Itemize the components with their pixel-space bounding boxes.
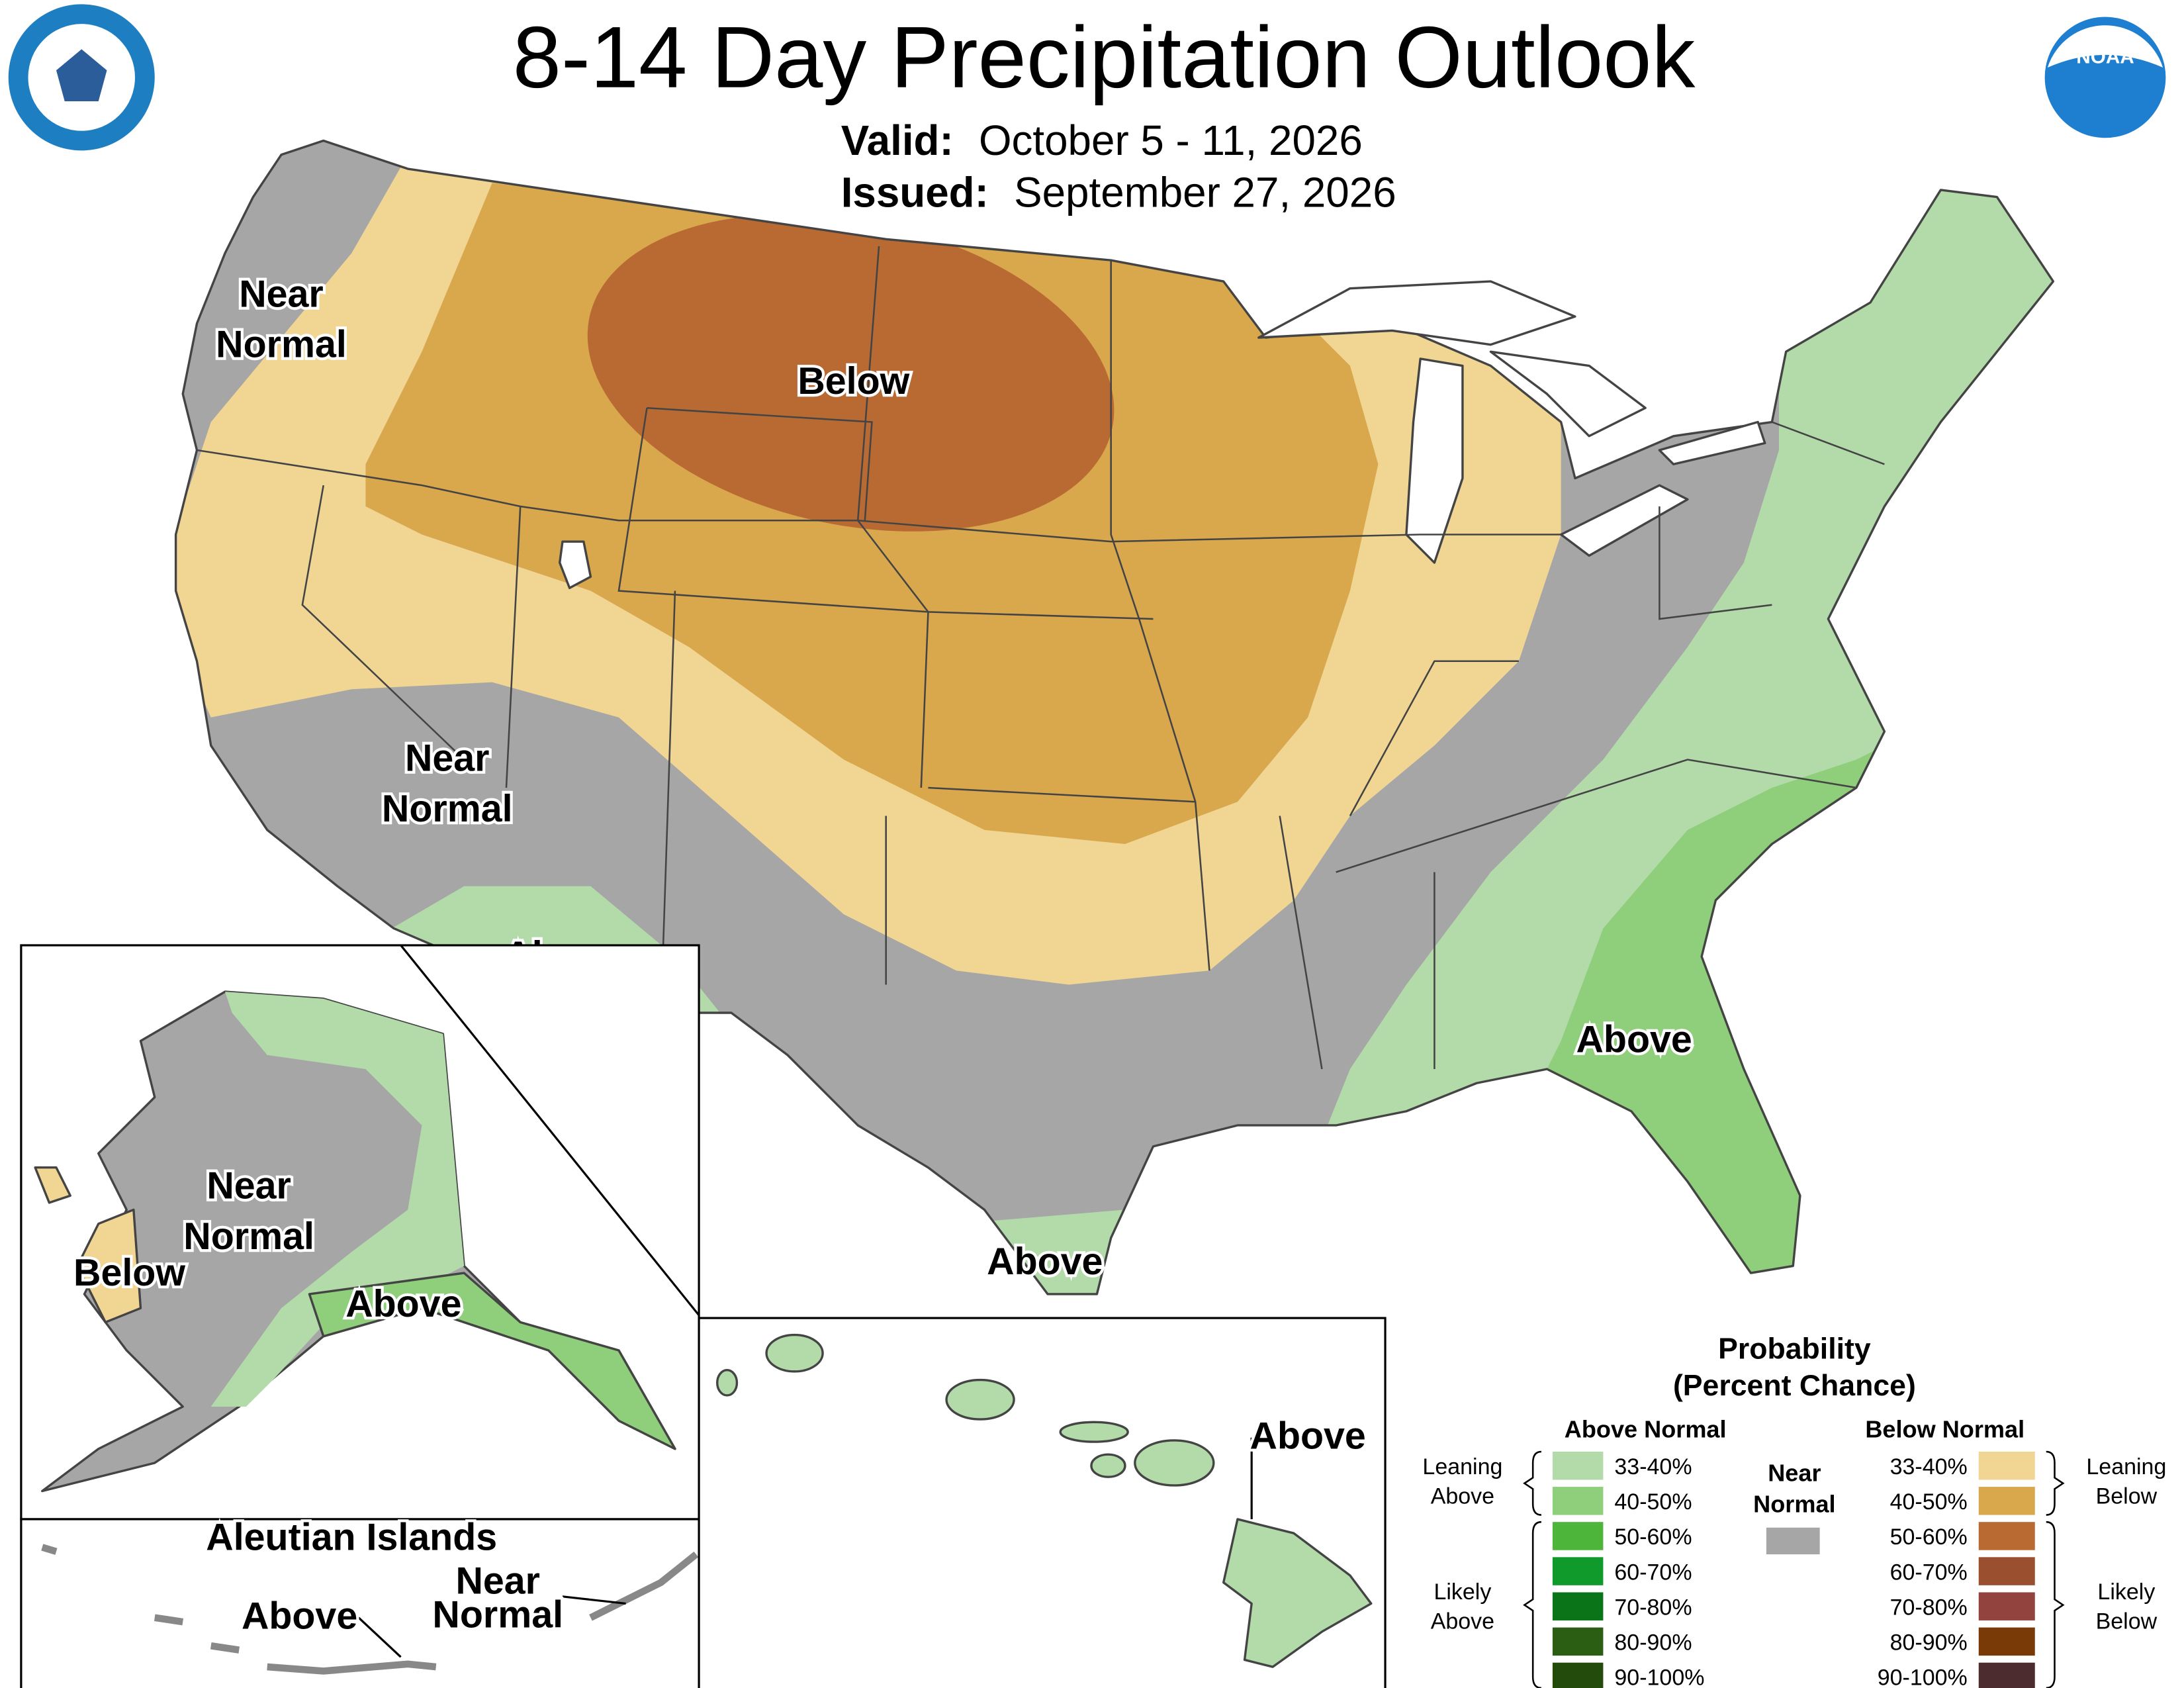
svg-text:NOAA: NOAA [2076,46,2134,68]
legend-bracket-label: Below [2096,1484,2158,1509]
region-below-50 [587,214,1115,532]
legend-range: 33-40% [1890,1454,1968,1479]
legend-bracket-label: Below [2096,1609,2158,1634]
legend-swatch [1552,1451,1604,1480]
great-lakes [559,280,1766,589]
legend-swatch [1978,1557,2035,1585]
region-label: Near Normal [183,1164,314,1257]
region-label: Aleutian Islands [206,1517,497,1559]
title: 8-14 Day Precipitation Outlook [513,9,1696,106]
region-label-line: Below [797,360,909,402]
legend-bracket [2046,1450,2065,1516]
legend-swatch [1978,1487,2035,1515]
region-label: Below [797,360,909,402]
region-label-line: Above [1576,1018,1692,1060]
legend-range: 50-60% [1614,1524,1692,1550]
legend-range: 80-90% [1614,1630,1692,1656]
issued-label: Issued: [841,168,989,216]
region-label-line: Below [73,1252,185,1294]
region-label: Near Normal [382,737,513,830]
legend: Probability (Percent Chance) Above Normal B… [1422,1333,2166,1688]
legend-near-label: Near [1768,1460,1821,1487]
legend-range: 60-70% [1614,1560,1692,1585]
legend-swatch [1552,1662,1604,1688]
region-label-line: Above [987,1241,1103,1283]
region-label: Above [242,1595,357,1638]
region-label: Above [345,1283,461,1325]
region-label-line: Near [405,737,490,780]
region-label-line: Above [1250,1415,1366,1458]
legend-range: 60-70% [1890,1560,1968,1585]
legend-swatch [1552,1557,1604,1585]
legend-range: 70-80% [1890,1595,1968,1620]
region-label-line: Above [345,1283,461,1325]
region-label: Above [1576,1018,1692,1060]
region-label-line: Normal [183,1215,314,1258]
legend-heading: Below Normal [1865,1416,2025,1443]
region-label-line: Near [206,1164,291,1207]
region-label-line: Near [455,1560,540,1603]
region-label-line: Normal [216,324,347,366]
legend-bracket-label: Likely [2097,1579,2155,1605]
region-label-line: Near [239,273,324,315]
issued-value: September 27, 2026 [1014,168,1396,216]
legend-swatch [1552,1522,1604,1550]
legend-swatch [1978,1627,2035,1656]
legend-title: Probability [1718,1333,1871,1366]
legend-range: 90-100% [1878,1665,1968,1688]
region-label: Above [987,1241,1103,1283]
legend-swatch [1978,1522,2035,1550]
legend-bracket-label: Above [1431,1609,1494,1634]
legend-range: 40-50% [1614,1489,1692,1515]
legend-bracket-label: Above [1431,1484,1494,1509]
legend-heading: Above Normal [1565,1416,1727,1443]
region-label-line: Normal [432,1593,563,1636]
legend-bracket-label: Leaning [2086,1454,2166,1479]
valid-value: October 5 - 11, 2026 [979,117,1363,164]
legend-swatch [1978,1592,2035,1620]
region-label: Near Normal [432,1560,563,1636]
legend-swatch [1552,1592,1604,1620]
legend-bracket [1523,1450,1542,1516]
hawaii-labels: Above [1247,1412,1369,1460]
legend-near-label: Normal [1753,1490,1835,1517]
legend-range: 90-100% [1614,1665,1704,1688]
issued-line: Issued: September 27, 2026 [841,168,1396,216]
legend-bracket-label: Likely [1433,1579,1491,1605]
valid-line: Valid: October 5 - 11, 2026 [841,117,1363,164]
legend-swatch [1552,1627,1604,1656]
legend-range: 40-50% [1890,1489,1968,1515]
region-label-line: Normal [382,788,513,830]
legend-range: 70-80% [1614,1595,1692,1620]
noaa-logo: NOAA [2044,17,2166,138]
legend-swatch [1552,1487,1604,1515]
legend-range: 33-40% [1614,1454,1692,1479]
legend-swatch [1978,1662,2035,1688]
legend-bracket-label: Leaning [1422,1454,1502,1479]
legend-swatch [1978,1451,2035,1480]
legend-range: 80-90% [1890,1630,1968,1656]
region-label: Below [73,1252,185,1294]
region-label-line: Aleutian Islands [206,1517,497,1559]
hawaii-inset [698,1317,1387,1688]
legend-bracket [2046,1521,2065,1688]
state-borders [197,246,1885,1070]
commerce-logo [8,4,155,151]
legend-title: (Percent Chance) [1673,1370,1916,1402]
region-label: Near Normal [216,273,347,365]
legend-bracket [1523,1521,1542,1688]
region-label-line: Above [242,1595,357,1638]
region-label: Above [1250,1415,1366,1458]
valid-label: Valid: [841,117,954,164]
legend-range: 50-60% [1890,1524,1968,1550]
alaska-inset [20,944,700,1688]
legend-swatch [1766,1527,1820,1555]
